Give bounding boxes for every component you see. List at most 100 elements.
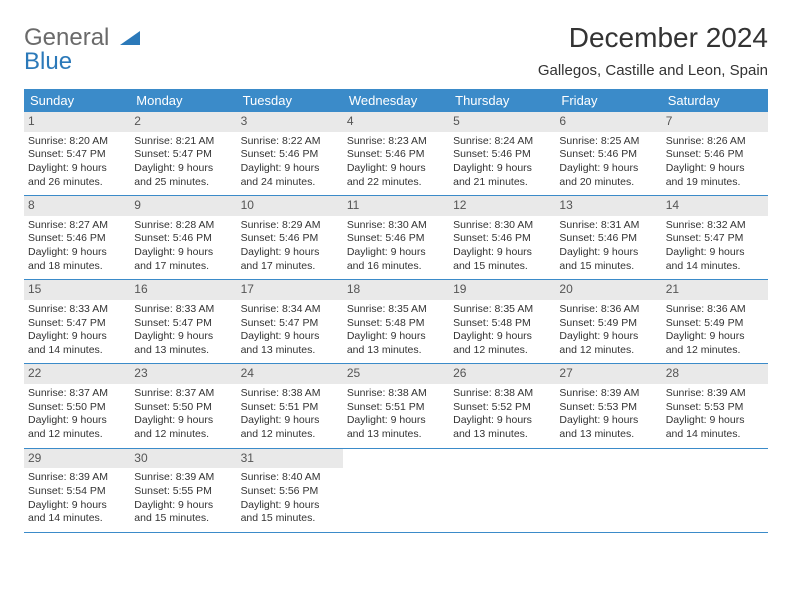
sunrise-line: Sunrise: 8:33 AM	[28, 303, 126, 317]
daylight-line: Daylight: 9 hours and 12 minutes.	[453, 330, 551, 357]
day-number: 26	[449, 364, 555, 384]
calendar-day-cell: 30Sunrise: 8:39 AMSunset: 5:55 PMDayligh…	[130, 448, 236, 532]
daylight-line: Daylight: 9 hours and 15 minutes.	[241, 499, 339, 526]
sunset-line: Sunset: 5:50 PM	[28, 401, 126, 415]
logo-word1: General	[24, 24, 109, 51]
sunrise-line: Sunrise: 8:22 AM	[241, 135, 339, 149]
daylight-line: Daylight: 9 hours and 24 minutes.	[241, 162, 339, 189]
sunrise-line: Sunrise: 8:31 AM	[559, 219, 657, 233]
sunset-line: Sunset: 5:49 PM	[666, 317, 764, 331]
calendar-day-cell: 19Sunrise: 8:35 AMSunset: 5:48 PMDayligh…	[449, 280, 555, 364]
sunrise-line: Sunrise: 8:21 AM	[134, 135, 232, 149]
day-number: 24	[237, 364, 343, 384]
day-body: Sunrise: 8:30 AMSunset: 5:46 PMDaylight:…	[347, 219, 445, 274]
sunrise-line: Sunrise: 8:36 AM	[559, 303, 657, 317]
day-body: Sunrise: 8:39 AMSunset: 5:55 PMDaylight:…	[134, 471, 232, 526]
daylight-line: Daylight: 9 hours and 15 minutes.	[134, 499, 232, 526]
daylight-line: Daylight: 9 hours and 26 minutes.	[28, 162, 126, 189]
daylight-line: Daylight: 9 hours and 17 minutes.	[134, 246, 232, 273]
daylight-line: Daylight: 9 hours and 25 minutes.	[134, 162, 232, 189]
daylight-line: Daylight: 9 hours and 14 minutes.	[28, 330, 126, 357]
day-body: Sunrise: 8:23 AMSunset: 5:46 PMDaylight:…	[347, 135, 445, 190]
day-body: Sunrise: 8:34 AMSunset: 5:47 PMDaylight:…	[241, 303, 339, 358]
day-body: Sunrise: 8:37 AMSunset: 5:50 PMDaylight:…	[28, 387, 126, 442]
sunset-line: Sunset: 5:51 PM	[241, 401, 339, 415]
calendar-week-row: 15Sunrise: 8:33 AMSunset: 5:47 PMDayligh…	[24, 280, 768, 364]
day-number: 21	[662, 280, 768, 300]
day-number: 10	[237, 196, 343, 216]
weekday-header: Wednesday	[343, 89, 449, 112]
calendar-week-row: 29Sunrise: 8:39 AMSunset: 5:54 PMDayligh…	[24, 448, 768, 532]
sunrise-line: Sunrise: 8:35 AM	[453, 303, 551, 317]
day-number: 19	[449, 280, 555, 300]
calendar-day-cell: 16 Sunrise: 8:33 AMSunset: 5:47 PMDayligh…	[130, 280, 236, 364]
calendar-day-cell: 31Sunrise: 8:40 AMSunset: 5:56 PMDayligh…	[237, 448, 343, 532]
sunrise-line: Sunrise: 8:40 AM	[241, 471, 339, 485]
day-body: Sunrise: 8:39 AMSunset: 5:53 PMDaylight:…	[559, 387, 657, 442]
sunrise-line: Sunrise: 8:20 AM	[28, 135, 126, 149]
daylight-line: Daylight: 9 hours and 14 minutes.	[666, 246, 764, 273]
day-number: 3	[237, 112, 343, 132]
day-body: Sunrise: 8:30 AMSunset: 5:46 PMDaylight:…	[453, 219, 551, 274]
calendar-day-cell: 10Sunrise: 8:29 AMSunset: 5:46 PMDayligh…	[237, 196, 343, 280]
calendar-day-cell: 21Sunrise: 8:36 AMSunset: 5:49 PMDayligh…	[662, 280, 768, 364]
sunset-line: Sunset: 5:46 PM	[559, 232, 657, 246]
calendar-day-cell: 2 Sunrise: 8:21 AMSunset: 5:47 PMDaylight…	[130, 112, 236, 196]
sunrise-line: Sunrise: 8:39 AM	[28, 471, 126, 485]
day-number: 16	[130, 280, 236, 300]
calendar-day-cell: 29Sunrise: 8:39 AMSunset: 5:54 PMDayligh…	[24, 448, 130, 532]
day-number: 11	[343, 196, 449, 216]
page-title: December 2024	[538, 22, 768, 54]
sunset-line: Sunset: 5:53 PM	[666, 401, 764, 415]
calendar-day-cell: 4 Sunrise: 8:23 AMSunset: 5:46 PMDaylight…	[343, 112, 449, 196]
weekday-header: Tuesday	[237, 89, 343, 112]
daylight-line: Daylight: 9 hours and 13 minutes.	[347, 330, 445, 357]
sunrise-line: Sunrise: 8:35 AM	[347, 303, 445, 317]
sunrise-line: Sunrise: 8:27 AM	[28, 219, 126, 233]
day-number: 7	[662, 112, 768, 132]
sunrise-line: Sunrise: 8:33 AM	[134, 303, 232, 317]
sunrise-line: Sunrise: 8:28 AM	[134, 219, 232, 233]
calendar-day-cell: 17Sunrise: 8:34 AMSunset: 5:47 PMDayligh…	[237, 280, 343, 364]
day-body: Sunrise: 8:32 AMSunset: 5:47 PMDaylight:…	[666, 219, 764, 274]
sunrise-line: Sunrise: 8:26 AM	[666, 135, 764, 149]
day-body: Sunrise: 8:22 AMSunset: 5:46 PMDaylight:…	[241, 135, 339, 190]
day-body: Sunrise: 8:24 AMSunset: 5:46 PMDaylight:…	[453, 135, 551, 190]
sunset-line: Sunset: 5:47 PM	[134, 148, 232, 162]
sunrise-line: Sunrise: 8:38 AM	[453, 387, 551, 401]
calendar-day-cell: 13Sunrise: 8:31 AMSunset: 5:46 PMDayligh…	[555, 196, 661, 280]
calendar-day-cell: 9 Sunrise: 8:28 AMSunset: 5:46 PMDaylight…	[130, 196, 236, 280]
day-body: Sunrise: 8:21 AMSunset: 5:47 PMDaylight:…	[134, 135, 232, 190]
day-number: 25	[343, 364, 449, 384]
day-number: 2	[130, 112, 236, 132]
calendar-day-cell: 26 Sunrise: 8:38 AMSunset: 5:52 PMDayligh…	[449, 364, 555, 448]
logo-text-block: General Blue	[24, 22, 140, 74]
sunset-line: Sunset: 5:46 PM	[134, 232, 232, 246]
sunrise-line: Sunrise: 8:30 AM	[347, 219, 445, 233]
sunset-line: Sunset: 5:46 PM	[241, 232, 339, 246]
sunset-line: Sunset: 5:52 PM	[453, 401, 551, 415]
daylight-line: Daylight: 9 hours and 17 minutes.	[241, 246, 339, 273]
title-block: December 2024 Gallegos, Castille and Leo…	[538, 22, 768, 85]
day-number: 9	[130, 196, 236, 216]
day-number: 13	[555, 196, 661, 216]
sunrise-line: Sunrise: 8:36 AM	[666, 303, 764, 317]
calendar-day-cell: 15Sunrise: 8:33 AMSunset: 5:47 PMDayligh…	[24, 280, 130, 364]
sunset-line: Sunset: 5:50 PM	[134, 401, 232, 415]
day-number: 29	[24, 449, 130, 469]
daylight-line: Daylight: 9 hours and 13 minutes.	[453, 414, 551, 441]
daylight-line: Daylight: 9 hours and 15 minutes.	[453, 246, 551, 273]
day-number: 8	[24, 196, 130, 216]
sunrise-line: Sunrise: 8:23 AM	[347, 135, 445, 149]
sunrise-line: Sunrise: 8:38 AM	[241, 387, 339, 401]
sunset-line: Sunset: 5:46 PM	[241, 148, 339, 162]
day-number: 4	[343, 112, 449, 132]
location-line: Gallegos, Castille and Leon, Spain	[538, 62, 768, 79]
day-body: Sunrise: 8:33 AMSunset: 5:47 PMDaylight:…	[134, 303, 232, 358]
sunrise-line: Sunrise: 8:32 AM	[666, 219, 764, 233]
sunset-line: Sunset: 5:51 PM	[347, 401, 445, 415]
daylight-line: Daylight: 9 hours and 21 minutes.	[453, 162, 551, 189]
day-number: 27	[555, 364, 661, 384]
day-number: 30	[130, 449, 236, 469]
daylight-line: Daylight: 9 hours and 12 minutes.	[241, 414, 339, 441]
